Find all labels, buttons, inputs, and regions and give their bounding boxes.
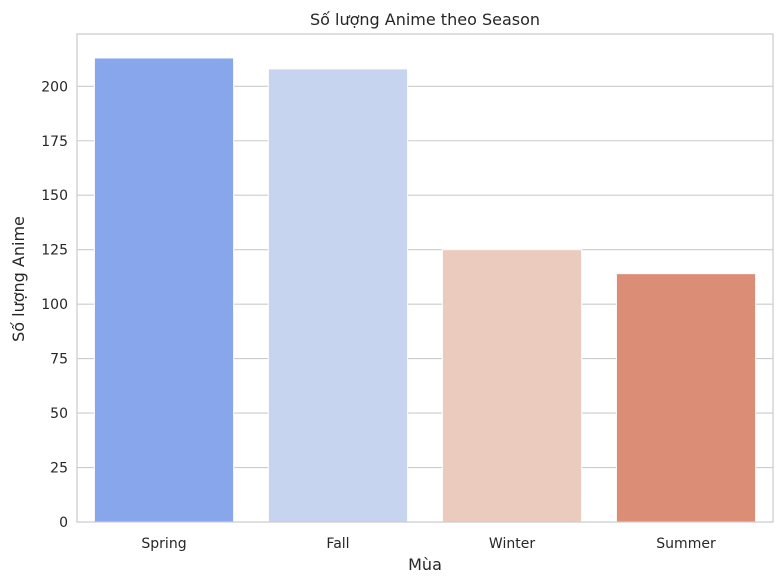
plot-frame (76, 33, 774, 523)
y-axis-ticks: 0 25 50 75 100 125 150 175 200 (41, 79, 68, 531)
bars (93, 57, 757, 523)
chart-title: Số lượng Anime theo Season (310, 10, 540, 29)
bar-summer (615, 273, 757, 523)
y-tick-label: 50 (50, 406, 68, 422)
bar-spring (93, 57, 235, 523)
x-tick-label: Winter (489, 536, 535, 552)
y-axis-label: Số lượng Anime (9, 216, 28, 342)
x-axis-label: Mùa (408, 555, 442, 574)
y-tick-label: 100 (41, 297, 68, 313)
axes-frame (76, 33, 774, 523)
x-tick-label: Fall (326, 536, 349, 552)
y-tick-label: 175 (41, 134, 68, 150)
y-tick-label: 150 (41, 188, 68, 204)
y-tick-label: 200 (41, 79, 68, 95)
bar-fall (267, 68, 409, 523)
y-tick-label: 75 (50, 352, 68, 368)
x-tick-label: Summer (656, 536, 716, 552)
y-tick-label: 125 (41, 243, 68, 259)
x-axis-ticks: Spring Fall Winter Summer (141, 536, 716, 552)
y-tick-label: 0 (59, 515, 68, 531)
x-tick-label: Spring (141, 536, 186, 552)
y-tick-label: 25 (50, 461, 68, 477)
bar-winter (441, 249, 583, 523)
